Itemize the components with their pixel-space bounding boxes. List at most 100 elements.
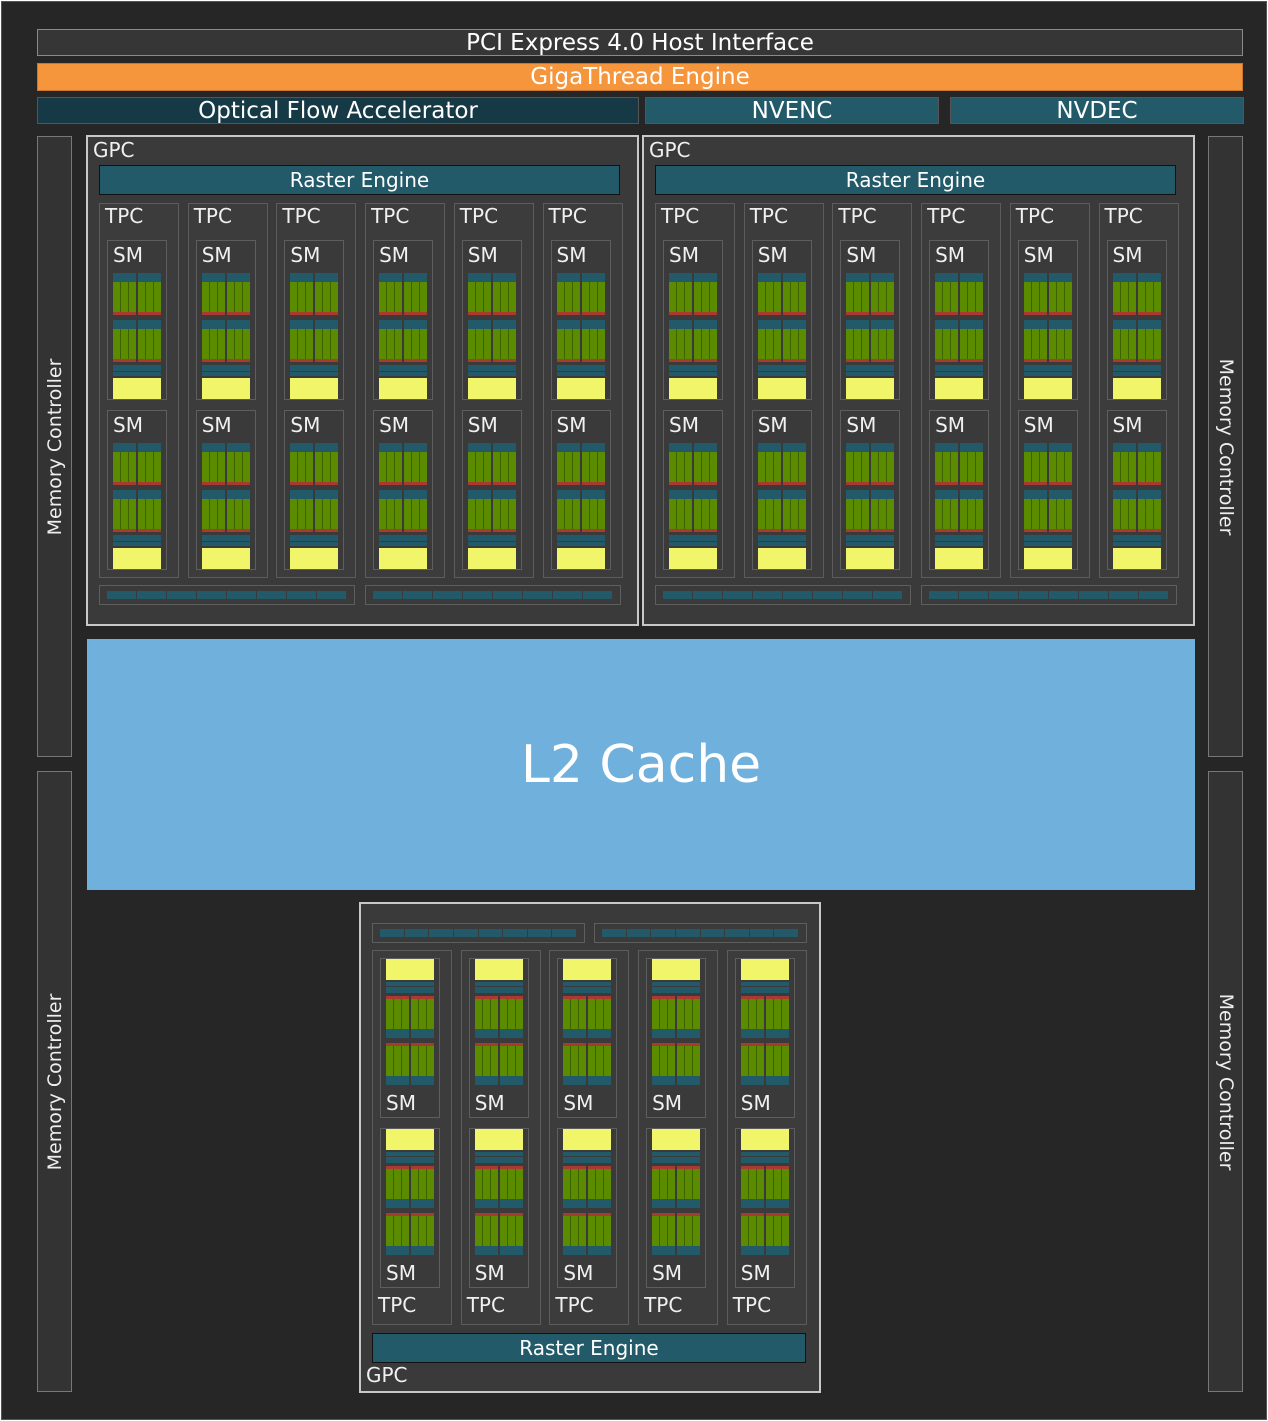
core-divider bbox=[386, 282, 388, 312]
core-divider bbox=[216, 499, 218, 529]
core-divider bbox=[709, 282, 710, 312]
tensor-core bbox=[467, 312, 491, 315]
warp-scheduler bbox=[411, 1199, 434, 1208]
warp-scheduler bbox=[669, 273, 692, 282]
core-divider bbox=[128, 499, 129, 529]
core-divider bbox=[330, 329, 332, 359]
cuda-cores bbox=[315, 452, 339, 482]
core-divider bbox=[789, 499, 791, 529]
tensor-core bbox=[226, 312, 250, 315]
core-divider bbox=[411, 452, 413, 482]
warp-scheduler bbox=[404, 320, 428, 329]
core-divider bbox=[659, 1046, 661, 1076]
cuda-cores bbox=[588, 1046, 612, 1076]
core-divider bbox=[322, 499, 324, 529]
core-divider bbox=[506, 1216, 508, 1246]
sm-bar bbox=[740, 982, 789, 986]
core-divider bbox=[506, 999, 508, 1029]
sm-bar bbox=[379, 542, 428, 546]
sm-label: SM bbox=[846, 413, 877, 437]
cuda-cores bbox=[315, 282, 339, 312]
sm-label: SM bbox=[386, 1091, 416, 1115]
warp-scheduler bbox=[492, 273, 516, 282]
core-divider bbox=[411, 329, 413, 359]
tensor-core bbox=[315, 482, 339, 485]
sm-label: SM bbox=[201, 413, 232, 437]
core-divider bbox=[489, 1169, 491, 1199]
core-divider bbox=[145, 282, 146, 312]
cuda-cores bbox=[474, 1169, 498, 1199]
cuda-cores bbox=[1137, 499, 1161, 529]
core-divider bbox=[886, 329, 888, 359]
core-divider bbox=[1119, 282, 1121, 312]
cuda-cores bbox=[113, 329, 136, 359]
core-divider bbox=[241, 329, 243, 359]
tensor-core bbox=[740, 996, 764, 999]
core-divider bbox=[967, 452, 969, 482]
tpc-label: TPC bbox=[1015, 204, 1055, 228]
warp-scheduler bbox=[765, 1199, 789, 1208]
tensor-core bbox=[563, 1166, 587, 1169]
core-divider bbox=[394, 499, 396, 529]
sm-bar bbox=[1023, 372, 1072, 376]
core-divider bbox=[684, 999, 686, 1029]
sm: SM bbox=[1017, 410, 1078, 570]
warp-scheduler bbox=[1137, 490, 1161, 499]
core-divider bbox=[797, 499, 799, 529]
sm-bar bbox=[379, 365, 428, 371]
sm-label: SM bbox=[386, 1261, 416, 1285]
core-divider bbox=[578, 1216, 580, 1246]
sm-label: SM bbox=[474, 1091, 505, 1115]
tensor-core bbox=[226, 529, 250, 532]
cuda-cores bbox=[404, 282, 428, 312]
sm: SM bbox=[663, 410, 723, 570]
core-divider bbox=[233, 452, 235, 482]
core-divider bbox=[692, 999, 694, 1029]
cuda-cores bbox=[694, 499, 717, 529]
cuda-cores bbox=[386, 1169, 409, 1199]
cuda-cores bbox=[467, 452, 491, 482]
cuda-cores bbox=[581, 329, 605, 359]
tpc-label: TPC bbox=[838, 204, 877, 228]
crossbar-segment bbox=[1079, 591, 1108, 599]
warp-scheduler bbox=[677, 1029, 701, 1038]
core-divider bbox=[482, 499, 484, 529]
tensor-core bbox=[411, 1166, 434, 1169]
tensor-core bbox=[1137, 482, 1161, 485]
tensor-core bbox=[694, 359, 717, 362]
cuda-cores bbox=[652, 1046, 676, 1076]
cuda-cores bbox=[201, 282, 225, 312]
sm-bar bbox=[556, 372, 605, 376]
core-divider bbox=[1119, 452, 1121, 482]
cuda-cores bbox=[556, 329, 580, 359]
tensor-core bbox=[669, 312, 692, 315]
core-divider bbox=[789, 282, 791, 312]
sm: SM bbox=[840, 410, 901, 570]
warp-scheduler bbox=[765, 1029, 789, 1038]
sm-label: SM bbox=[467, 413, 498, 437]
cuda-cores bbox=[765, 999, 789, 1029]
l1-cache bbox=[935, 548, 984, 569]
core-divider bbox=[755, 1216, 757, 1246]
core-divider bbox=[563, 499, 565, 529]
cuda-cores bbox=[782, 452, 806, 482]
sm: SM bbox=[195, 410, 256, 570]
sm-label: SM bbox=[652, 1091, 683, 1115]
core-divider bbox=[128, 329, 129, 359]
sm-label: SM bbox=[379, 413, 410, 437]
sm-bar bbox=[1112, 542, 1161, 546]
sm: SM bbox=[929, 240, 990, 400]
tensor-core bbox=[694, 482, 717, 485]
core-divider bbox=[1030, 499, 1032, 529]
cuda-cores bbox=[492, 499, 516, 529]
core-divider bbox=[595, 1169, 597, 1199]
tpc: TPC SM SM bbox=[1009, 203, 1090, 578]
tensor-core bbox=[474, 996, 498, 999]
warp-scheduler bbox=[386, 1199, 409, 1208]
core-divider bbox=[1152, 452, 1154, 482]
memory-controller: Memory Controller bbox=[37, 136, 72, 757]
crossbar-segment bbox=[107, 591, 136, 599]
warp-scheduler bbox=[782, 490, 806, 499]
sm-bar bbox=[1023, 365, 1072, 371]
core-divider bbox=[950, 499, 952, 529]
